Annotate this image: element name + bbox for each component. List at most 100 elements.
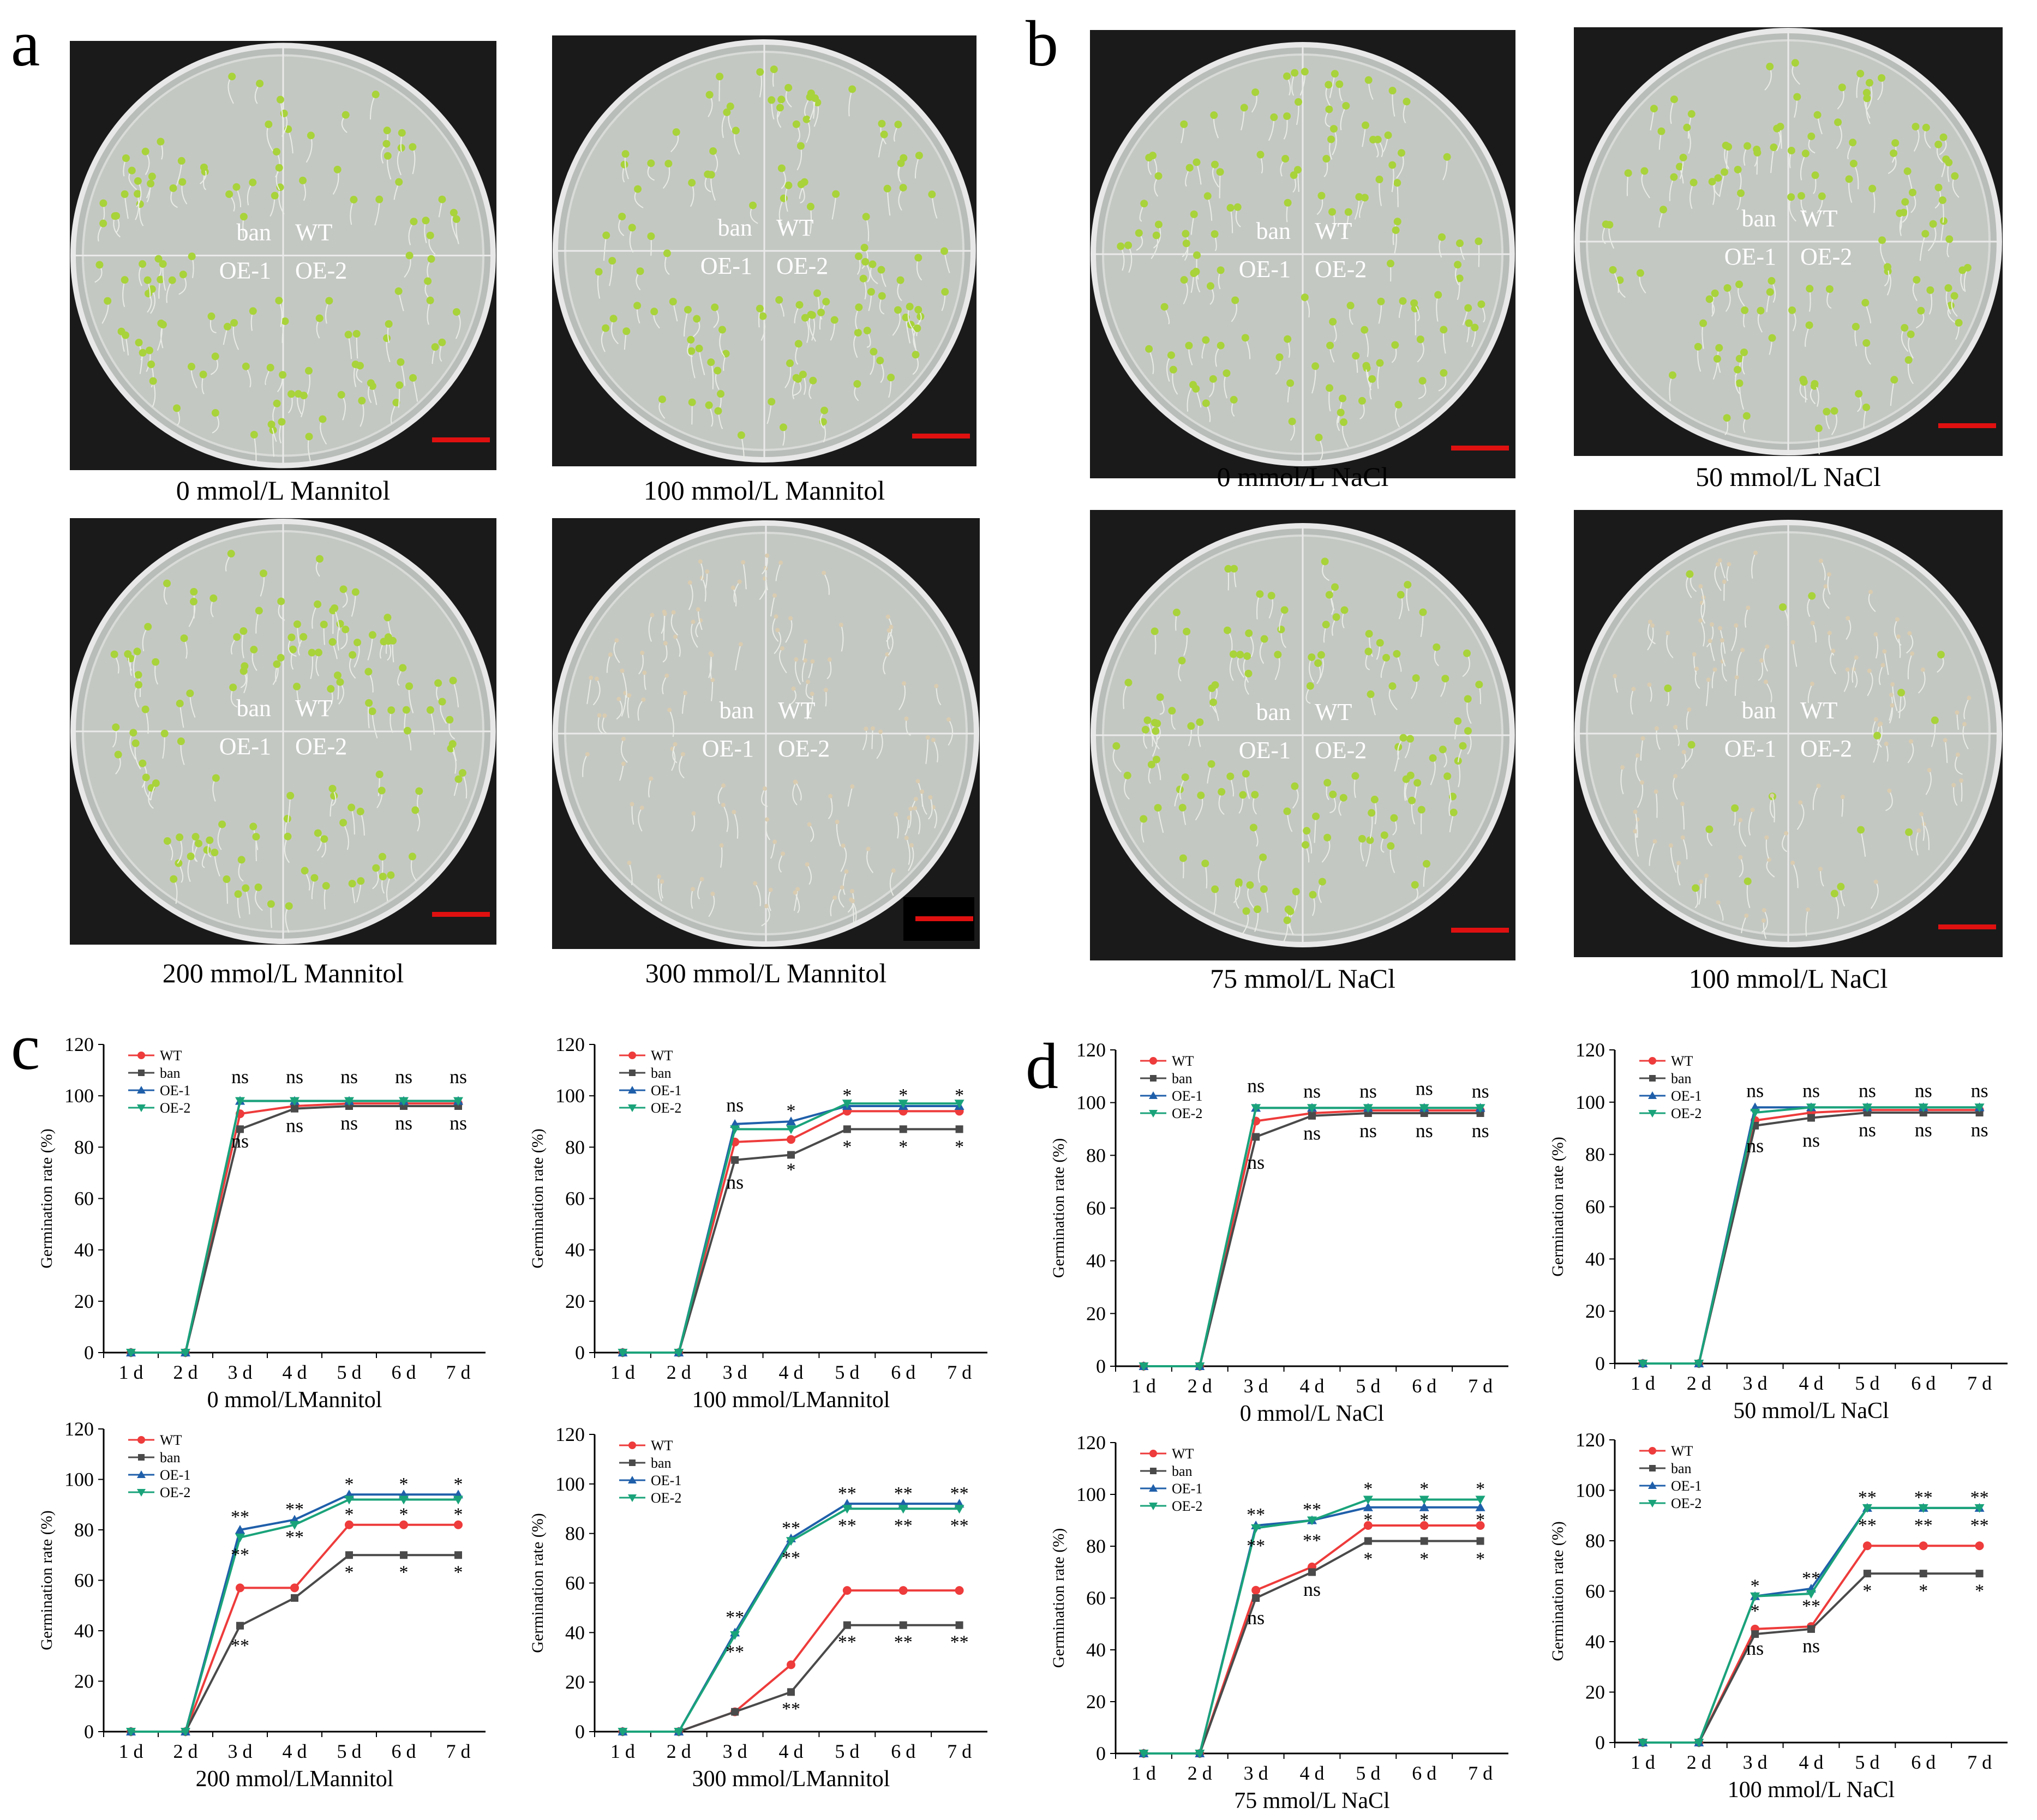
seedling xyxy=(1708,178,1716,186)
seedling xyxy=(759,312,767,320)
y-tick-label: 0 xyxy=(1595,1732,1605,1753)
seedling xyxy=(721,783,726,788)
seedling xyxy=(909,843,914,848)
seedling xyxy=(1367,690,1375,698)
seedling xyxy=(864,726,868,731)
x-tick-label: 4 d xyxy=(1300,1762,1325,1784)
seedling xyxy=(1145,345,1153,353)
seedling xyxy=(1827,630,1832,635)
data-point-oe-2 xyxy=(674,1728,684,1737)
seedling xyxy=(1797,192,1805,200)
seedling-root xyxy=(1921,814,1925,841)
seedling xyxy=(275,297,283,305)
data-point-oe-2 xyxy=(1419,1104,1429,1113)
seedling xyxy=(1230,395,1238,404)
y-tick-label: 80 xyxy=(565,1136,585,1158)
seedling xyxy=(628,224,636,232)
seedling xyxy=(786,359,794,368)
legend-marker xyxy=(628,1494,637,1502)
seedling xyxy=(620,668,625,673)
y-tick-label: 60 xyxy=(1086,1587,1106,1609)
legend-label-wt: WT xyxy=(651,1048,673,1064)
seedling-root xyxy=(1782,833,1788,852)
data-point-oe-2 xyxy=(1307,1104,1317,1113)
seedling-root xyxy=(888,630,894,656)
seedling xyxy=(1818,558,1823,563)
seedling-root xyxy=(1823,586,1830,609)
legend-marker xyxy=(628,1476,637,1483)
seedling-root xyxy=(1706,624,1714,647)
significance-label: ns xyxy=(1472,1120,1489,1142)
plate-caption: 0 mmol/L Mannitol xyxy=(176,475,391,506)
seedling xyxy=(1913,276,1921,284)
seedling xyxy=(1620,765,1625,770)
quadrant-label-ban: ban xyxy=(236,695,271,722)
seedling xyxy=(1242,770,1250,778)
seedling-root xyxy=(866,849,874,873)
seedling xyxy=(1390,814,1398,822)
seedling xyxy=(823,688,828,693)
data-point-oe-2 xyxy=(898,1505,908,1514)
data-point-ban xyxy=(454,1551,462,1559)
significance-label: ** xyxy=(1802,1568,1820,1588)
seedling xyxy=(1433,643,1441,651)
seedling xyxy=(1855,389,1863,398)
significance-label: ** xyxy=(838,1483,856,1504)
seedling xyxy=(1801,149,1810,158)
y-tick-label: 40 xyxy=(1585,1248,1605,1270)
significance-label: * xyxy=(1975,1581,1984,1601)
data-point-wt xyxy=(1419,1521,1429,1530)
x-tick-label: 4 d xyxy=(779,1740,804,1762)
y-tick-label: 20 xyxy=(1086,1302,1106,1324)
seedling xyxy=(1825,285,1834,293)
seedling xyxy=(718,326,726,334)
seedling-root xyxy=(876,731,883,759)
seedling xyxy=(372,864,380,872)
data-point-wt xyxy=(290,1583,299,1593)
seedling-root xyxy=(1640,738,1644,761)
seedling xyxy=(1167,351,1176,359)
data-point-oe-2 xyxy=(954,1100,964,1109)
significance-label: ** xyxy=(1858,1515,1877,1535)
seedling-root xyxy=(1720,628,1726,654)
seedling-root xyxy=(761,788,768,807)
seedling xyxy=(1830,890,1838,898)
seedling xyxy=(777,164,786,172)
seedling xyxy=(256,80,264,88)
seedling xyxy=(152,658,160,666)
legend-label-wt: WT xyxy=(1671,1443,1693,1459)
seedling xyxy=(1788,306,1796,314)
seedling xyxy=(1863,94,1871,103)
seedling xyxy=(688,398,696,406)
seedling xyxy=(705,401,713,409)
seedling xyxy=(1811,171,1819,179)
seedling xyxy=(339,585,348,593)
seedling xyxy=(206,836,214,844)
seedling xyxy=(1455,239,1464,248)
y-tick-label: 120 xyxy=(555,1423,585,1445)
seedling xyxy=(1464,304,1472,312)
seedling-root xyxy=(1955,754,1963,775)
seedling xyxy=(1904,356,1913,364)
seedling-root xyxy=(1478,241,1480,267)
quadrant-label-ban: ban xyxy=(717,214,752,241)
seedling xyxy=(784,83,793,92)
plate-caption: 0 mmol/L NaCl xyxy=(1217,461,1389,492)
seedling xyxy=(1955,319,1963,327)
seedling xyxy=(862,213,870,221)
quadrant-label-oe-2: OE-2 xyxy=(1800,243,1852,270)
seedling-root xyxy=(1758,660,1763,681)
seedling xyxy=(1187,722,1195,730)
seedling xyxy=(719,843,724,848)
y-tick-label: 40 xyxy=(1585,1631,1605,1653)
seedling xyxy=(664,673,669,678)
seedling xyxy=(1293,166,1302,174)
y-tick-label: 100 xyxy=(1076,1483,1106,1505)
data-point-ban xyxy=(899,1125,907,1133)
seedling xyxy=(1291,782,1299,790)
seedling xyxy=(1740,349,1748,357)
seedling xyxy=(1477,300,1485,308)
seedling xyxy=(308,648,316,657)
seedling xyxy=(1203,192,1212,200)
